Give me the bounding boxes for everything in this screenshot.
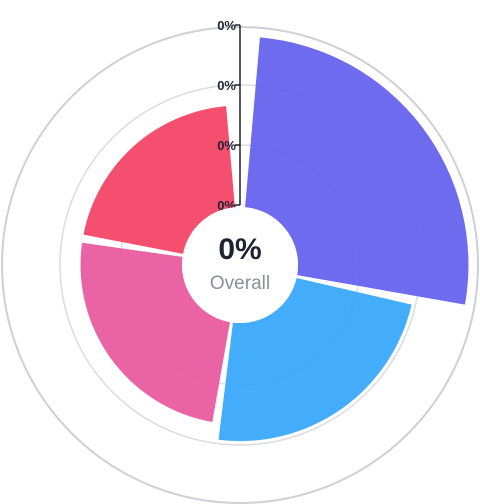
center-disc [182,207,298,323]
axis-tick-label: 0% [217,18,236,33]
chart-segment[interactable] [245,37,469,305]
chart-segment[interactable] [80,242,230,423]
axis-tick-label: 0% [217,78,236,93]
axis-tick-label: 0% [217,138,236,153]
chart-segment[interactable] [83,106,235,254]
radial-axis: 0%0%0%0% [217,18,241,213]
center-value: 0% [218,233,261,266]
center-label: Overall [210,273,270,294]
chart-segment[interactable] [218,278,412,442]
segments [80,37,469,442]
